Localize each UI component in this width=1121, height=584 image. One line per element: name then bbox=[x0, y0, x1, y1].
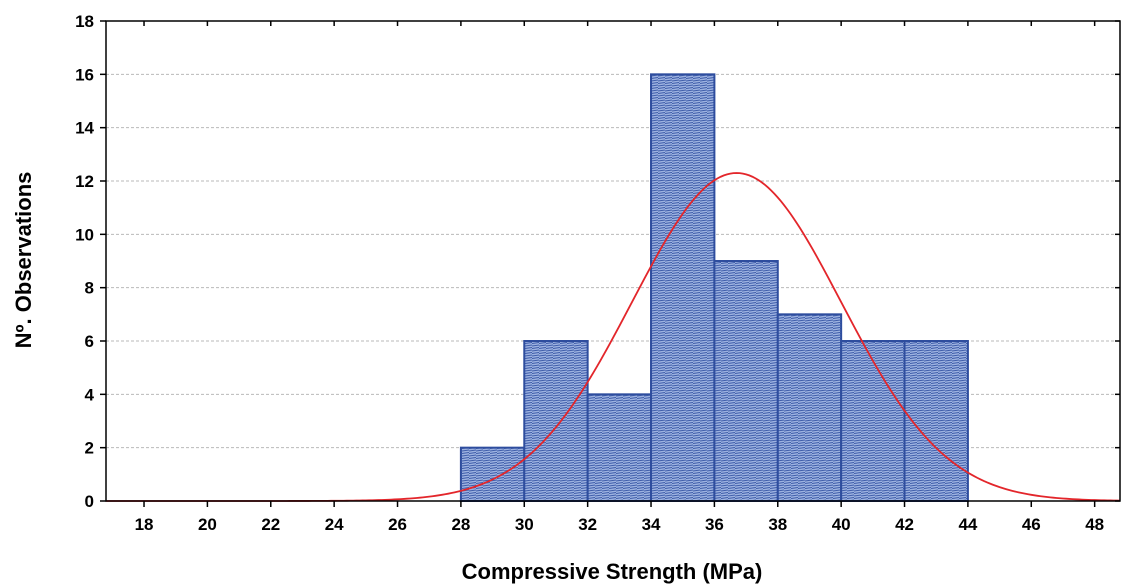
y-tick-label: 14 bbox=[75, 119, 94, 138]
y-tick-label: 10 bbox=[75, 225, 94, 244]
x-tick-label: 20 bbox=[198, 515, 217, 534]
y-tick-label: 8 bbox=[85, 279, 94, 298]
x-tick-label: 36 bbox=[705, 515, 724, 534]
y-tick-label: 18 bbox=[75, 12, 94, 31]
x-tick-labels: 18 20 22 24 26 28 30 32 34 36 38 40 42 44 46 48 bbox=[135, 515, 1105, 534]
histogram-bar bbox=[650, 73, 716, 502]
histogram-bar bbox=[776, 313, 843, 503]
x-tick-label: 40 bbox=[832, 515, 851, 534]
x-tick-label: 48 bbox=[1085, 515, 1104, 534]
axis-ticks bbox=[100, 20, 1120, 507]
x-axis-title: Compressive Strength (MPa) bbox=[462, 559, 763, 584]
y-tick-label: 12 bbox=[75, 172, 94, 191]
x-tick-label: 24 bbox=[325, 515, 344, 534]
y-tick-label: 0 bbox=[85, 492, 94, 511]
histogram-bar bbox=[459, 446, 526, 502]
x-tick-label: 38 bbox=[768, 515, 787, 534]
x-tick-label: 42 bbox=[895, 515, 914, 534]
histogram-bar bbox=[586, 393, 653, 503]
x-tick-label: 44 bbox=[958, 515, 977, 534]
histogram-bar bbox=[840, 340, 906, 502]
histogram-bar bbox=[523, 340, 589, 502]
plot-area-frame bbox=[105, 20, 1121, 502]
x-tick-label: 22 bbox=[261, 515, 280, 534]
y-tick-labels: 0 2 4 6 8 10 12 14 16 18 bbox=[75, 12, 94, 511]
x-tick-label: 26 bbox=[388, 515, 407, 534]
y-tick-label: 2 bbox=[85, 439, 94, 458]
x-tick-label: 28 bbox=[451, 515, 470, 534]
histogram-bar bbox=[903, 340, 969, 502]
x-tick-label: 32 bbox=[578, 515, 597, 534]
x-tick-label: 34 bbox=[642, 515, 661, 534]
histogram-bar bbox=[713, 260, 779, 502]
y-tick-label: 4 bbox=[85, 385, 95, 404]
x-tick-label: 46 bbox=[1022, 515, 1041, 534]
bars bbox=[459, 73, 969, 503]
y-axis-title: Nº. Observations bbox=[11, 172, 36, 349]
x-tick-label: 18 bbox=[135, 515, 154, 534]
y-tick-label: 16 bbox=[75, 65, 94, 84]
x-tick-label: 30 bbox=[515, 515, 534, 534]
y-tick-label: 6 bbox=[85, 332, 94, 351]
